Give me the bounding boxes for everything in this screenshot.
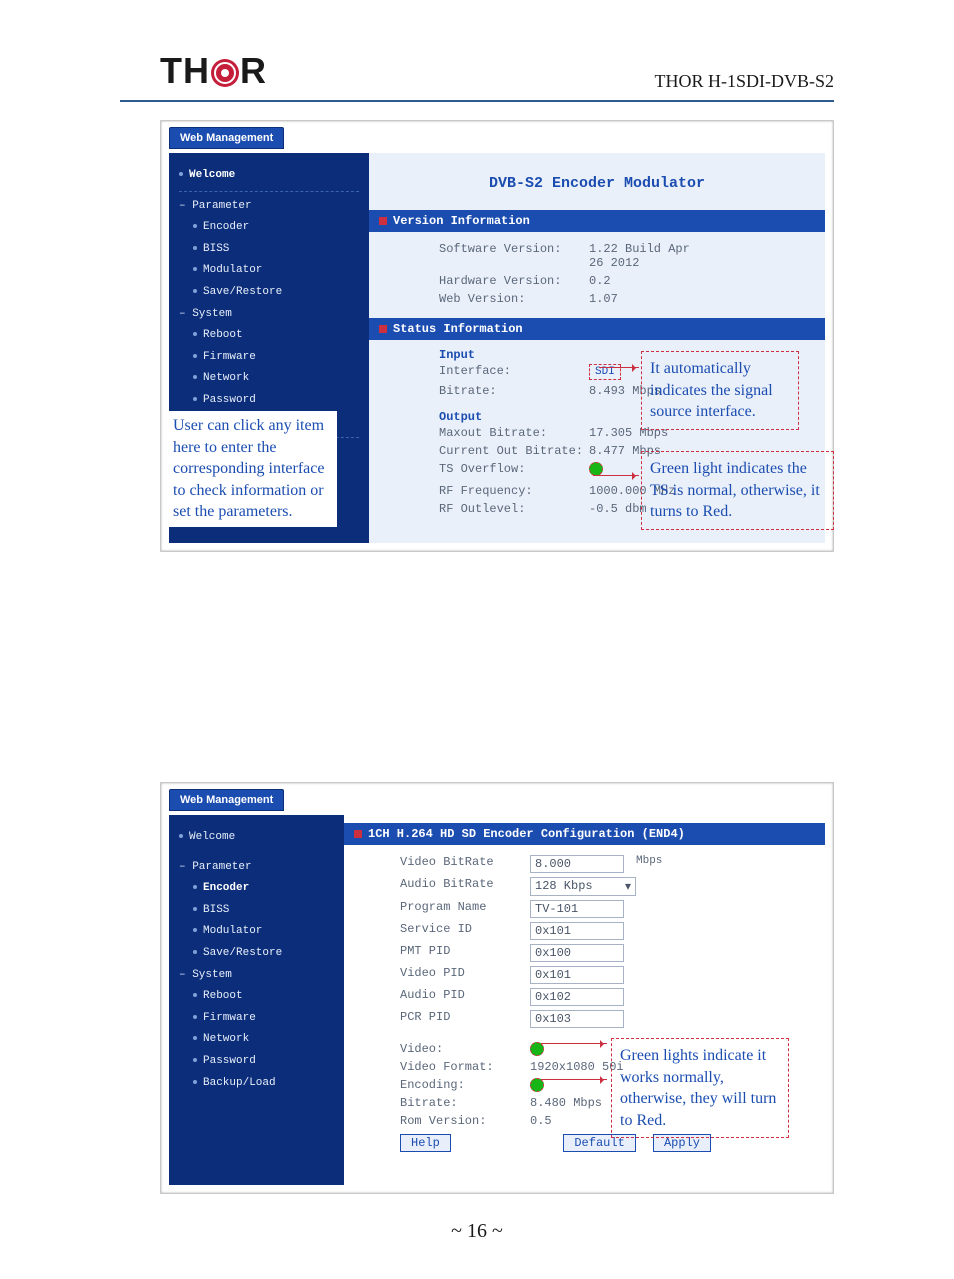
- pmt-pid-input[interactable]: 0x100: [530, 944, 624, 962]
- arrow-icon: [593, 475, 639, 476]
- sidebar-item-encoder[interactable]: Encoder: [179, 217, 359, 239]
- sidebar-item-password[interactable]: Password: [179, 390, 359, 412]
- web-management-tab: Web Management: [169, 789, 284, 811]
- sidebar-item-encoder[interactable]: Encoder: [179, 878, 334, 900]
- logo: THR: [160, 50, 267, 92]
- sidebar-item-biss[interactable]: BISS: [179, 239, 359, 261]
- encoding-led: [530, 1078, 544, 1092]
- page-number: ~ 16 ~: [0, 1194, 954, 1269]
- sidebar-item-network[interactable]: Network: [179, 1029, 334, 1051]
- help-button[interactable]: Help: [400, 1134, 451, 1152]
- web-management-tab: Web Management: [169, 127, 284, 149]
- page-title: DVB-S2 Encoder Modulator: [369, 153, 825, 210]
- section-version: Version Information: [369, 210, 825, 232]
- sidebar-item-backup[interactable]: Backup/Load: [179, 1073, 334, 1095]
- sidebar-item-save[interactable]: Save/Restore: [179, 282, 359, 304]
- arrow-icon: [599, 367, 639, 368]
- sidebar-item-modulator[interactable]: Modulator: [179, 260, 359, 282]
- audio-bitrate-select[interactable]: 128 Kbps▾: [530, 877, 636, 896]
- sidebar-item-welcome[interactable]: Welcome: [179, 827, 334, 849]
- service-id-input[interactable]: 0x101: [530, 922, 624, 940]
- arrow-icon: [541, 1079, 607, 1080]
- sidebar-item-password[interactable]: Password: [179, 1051, 334, 1073]
- divider: [120, 100, 834, 102]
- sidebar-item-parameter[interactable]: Parameter: [179, 196, 359, 218]
- audio-pid-input[interactable]: 0x102: [530, 988, 624, 1006]
- sidebar-item-welcome[interactable]: Welcome: [179, 165, 359, 187]
- pcr-pid-input[interactable]: 0x103: [530, 1010, 624, 1028]
- sidebar-item-biss[interactable]: BISS: [179, 900, 334, 922]
- section-encoder-cfg: 1CH H.264 HD SD Encoder Configuration (E…: [344, 823, 825, 845]
- sidebar-item-network[interactable]: Network: [179, 368, 359, 390]
- ts-overflow-led: [589, 462, 603, 476]
- section-status: Status Information: [369, 318, 825, 340]
- sidebar-item-reboot[interactable]: Reboot: [179, 325, 359, 347]
- sidebar-item-system[interactable]: System: [179, 304, 359, 326]
- sidebar-item-firmware[interactable]: Firmware: [179, 1008, 334, 1030]
- sidebar-item-save[interactable]: Save/Restore: [179, 943, 334, 965]
- sidebar-item-firmware[interactable]: Firmware: [179, 347, 359, 369]
- callout-leds: Green lights indicate it works normally,…: [611, 1038, 789, 1138]
- sidebar-item-parameter[interactable]: Parameter: [179, 857, 334, 879]
- sidebar: Welcome Parameter Encoder BISS Modulator…: [169, 815, 344, 1185]
- video-pid-input[interactable]: 0x101: [530, 966, 624, 984]
- callout-sidebar: User can click any item here to enter th…: [169, 411, 337, 527]
- callout-interface: It automatically indicates the signal so…: [641, 351, 799, 430]
- doc-title: THOR H-1SDI-DVB-S2: [655, 71, 835, 92]
- sidebar-item-reboot[interactable]: Reboot: [179, 986, 334, 1008]
- callout-led: Green light indicates the TS is normal, …: [641, 451, 834, 530]
- arrow-icon: [541, 1043, 607, 1044]
- sidebar-item-system[interactable]: System: [179, 965, 334, 987]
- video-bitrate-input[interactable]: 8.000: [530, 855, 624, 873]
- screenshot-1: Web Management Welcome Parameter Encoder…: [160, 120, 834, 552]
- video-led: [530, 1042, 544, 1056]
- sidebar-item-modulator[interactable]: Modulator: [179, 921, 334, 943]
- program-name-input[interactable]: TV-101: [530, 900, 624, 918]
- screenshot-2: Web Management Welcome Parameter Encoder…: [160, 782, 834, 1194]
